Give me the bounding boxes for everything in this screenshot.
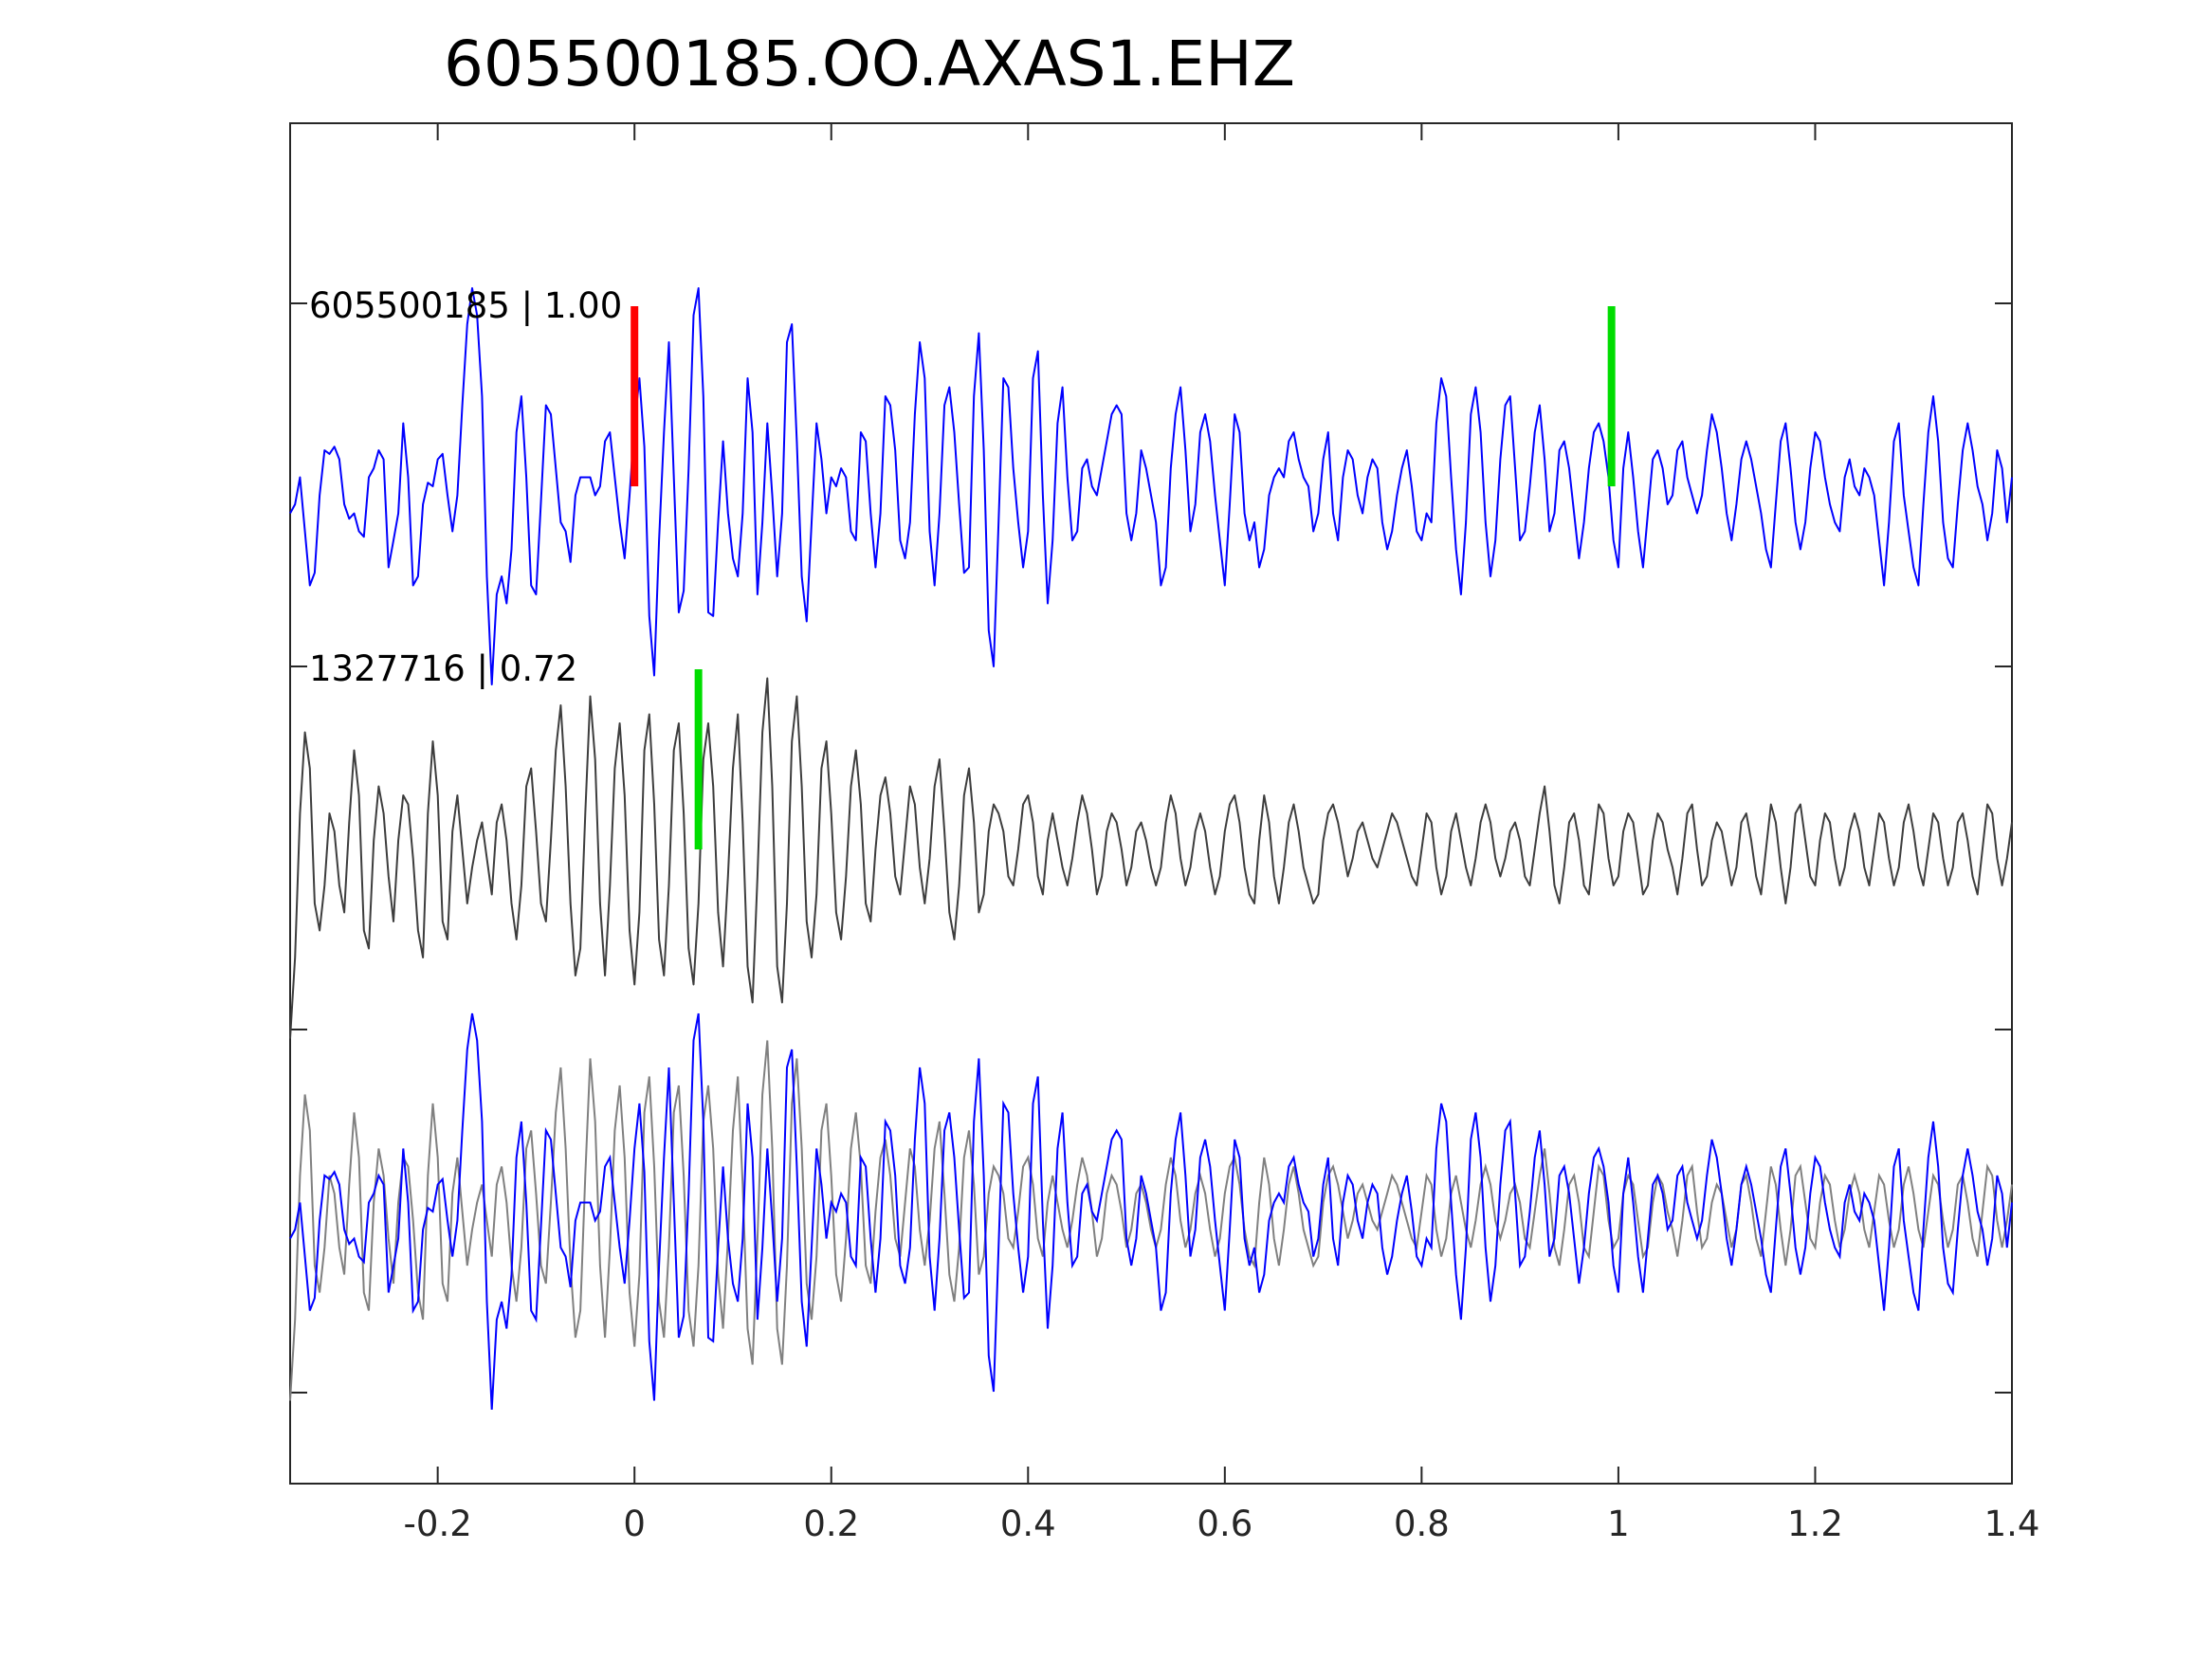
x-tick-label: 0.8 bbox=[1394, 1504, 1450, 1544]
trace-label-0: 605500185 | 1.00 bbox=[309, 285, 622, 326]
x-tick-label: 0.6 bbox=[1197, 1504, 1252, 1544]
overlay-comparison-line bbox=[289, 1040, 2013, 1401]
trace-labels: 605500185 | 1.00 1327716 | 0.72 bbox=[309, 285, 622, 689]
x-tick-label: -0.2 bbox=[404, 1504, 472, 1544]
trace-label-1: 1327716 | 0.72 bbox=[309, 648, 577, 689]
x-tick-label: 1.2 bbox=[1787, 1504, 1843, 1544]
x-tick-label: 0.4 bbox=[1000, 1504, 1056, 1544]
x-tick-label: 0 bbox=[623, 1504, 646, 1544]
x-tick-label: 0.2 bbox=[803, 1504, 859, 1544]
axis-ticks: -0.2 0 0.2 0.4 0.6 0.8 1 1.2 1.4 bbox=[290, 123, 2039, 1544]
overlay-reference-line bbox=[289, 1012, 2013, 1411]
x-tick-label: 1 bbox=[1607, 1504, 1630, 1544]
pick-markers bbox=[631, 306, 1616, 849]
traces bbox=[289, 287, 2013, 1411]
plot-frame bbox=[289, 122, 2013, 1485]
x-tick-label: 1.4 bbox=[1984, 1504, 2040, 1544]
trace-line-1 bbox=[289, 677, 2013, 1039]
trace-line-0 bbox=[289, 287, 2013, 685]
chart-title: 605500185.OO.AXAS1.EHZ bbox=[444, 27, 1295, 100]
